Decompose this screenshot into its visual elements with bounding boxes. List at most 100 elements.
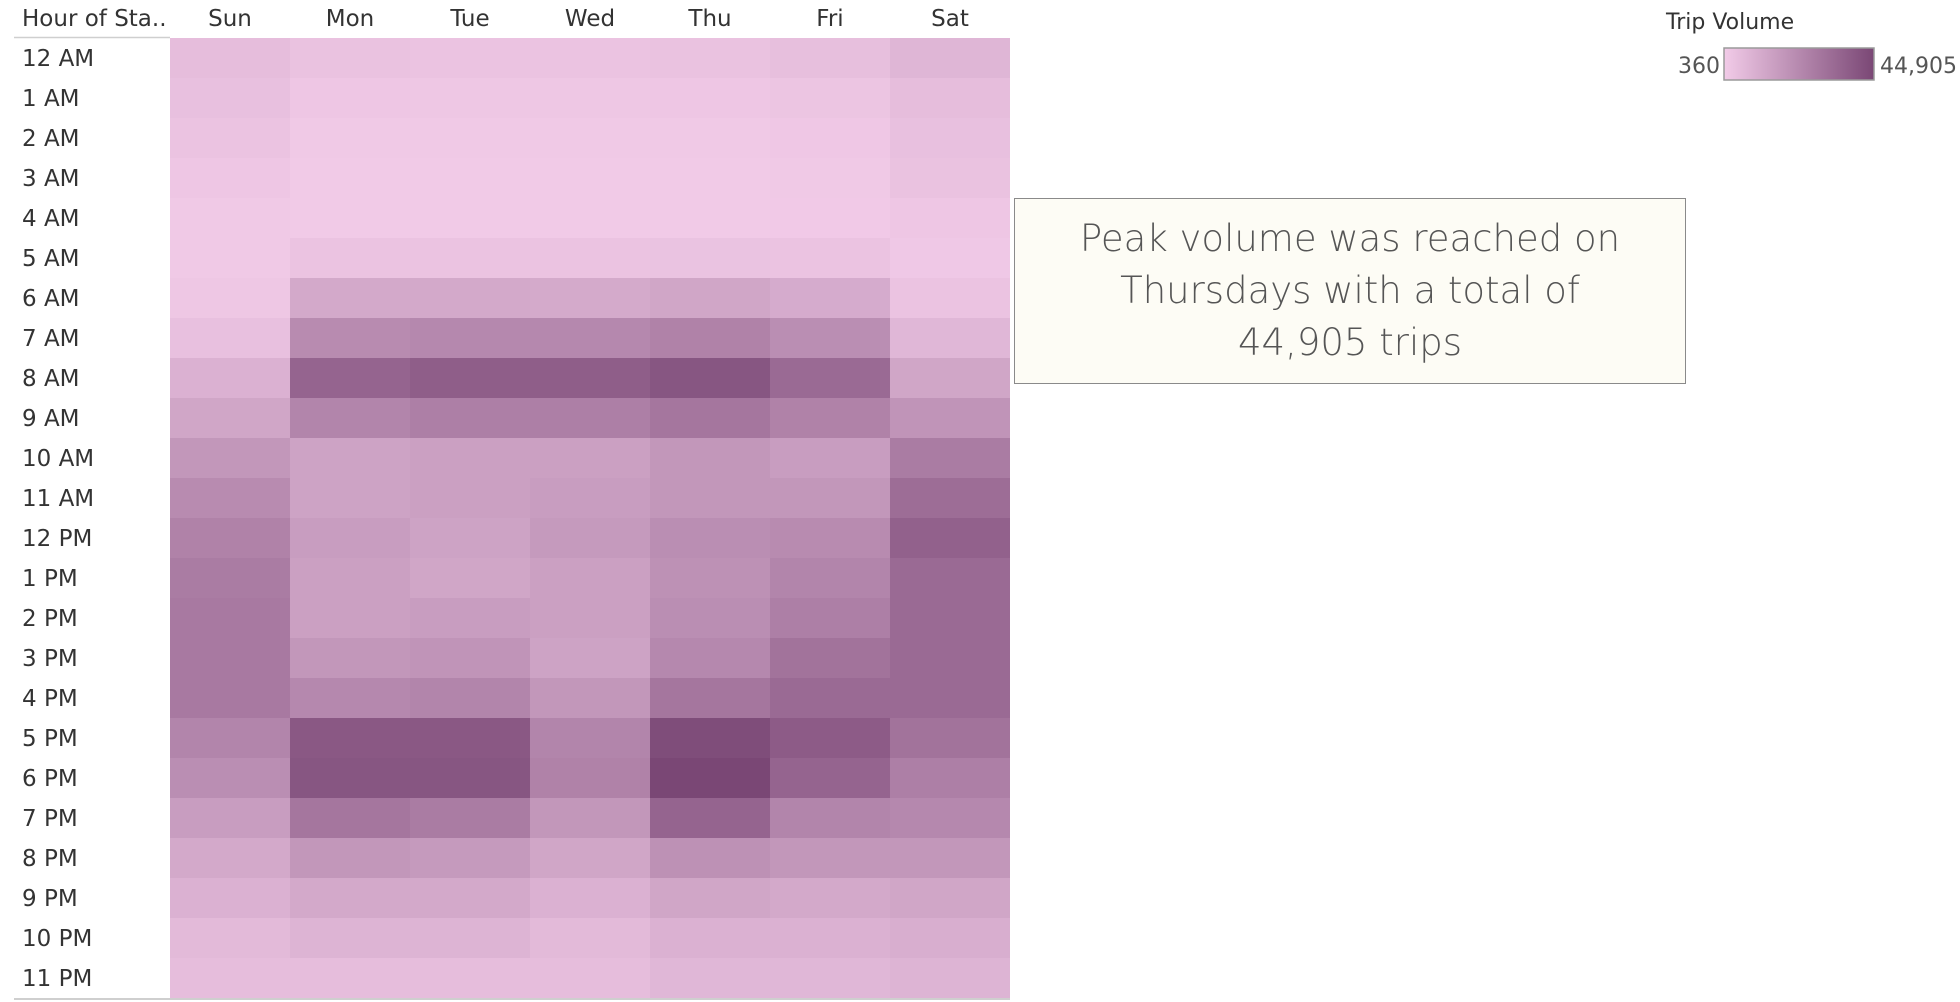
heatmap-cell[interactable]	[650, 38, 770, 78]
heatmap-cell[interactable]	[290, 38, 410, 78]
heatmap-cell[interactable]	[890, 678, 1010, 718]
heatmap-cell[interactable]	[410, 478, 530, 518]
heatmap-cell[interactable]	[410, 278, 530, 318]
heatmap-cell[interactable]	[650, 518, 770, 558]
heatmap-cell[interactable]	[170, 38, 290, 78]
heatmap-cell[interactable]	[290, 278, 410, 318]
heatmap-cell[interactable]	[650, 958, 770, 998]
heatmap-cell[interactable]	[290, 158, 410, 198]
heatmap-cell[interactable]	[170, 238, 290, 278]
heatmap-cell[interactable]	[290, 918, 410, 958]
heatmap-cell[interactable]	[530, 598, 650, 638]
heatmap-cell[interactable]	[410, 678, 530, 718]
heatmap-cell[interactable]	[290, 238, 410, 278]
heatmap-cell[interactable]	[890, 38, 1010, 78]
heatmap-cell[interactable]	[530, 678, 650, 718]
heatmap-cell[interactable]	[650, 478, 770, 518]
heatmap-cell[interactable]	[650, 358, 770, 398]
heatmap-cell[interactable]	[410, 518, 530, 558]
heatmap-cell[interactable]	[650, 118, 770, 158]
heatmap-cell[interactable]	[530, 78, 650, 118]
heatmap-cell[interactable]	[290, 558, 410, 598]
heatmap-cell[interactable]	[770, 478, 890, 518]
heatmap-cell[interactable]	[290, 878, 410, 918]
heatmap-cell[interactable]	[530, 238, 650, 278]
heatmap-cell[interactable]	[410, 838, 530, 878]
heatmap-cell[interactable]	[770, 918, 890, 958]
heatmap-cell[interactable]	[890, 238, 1010, 278]
heatmap-cell[interactable]	[530, 718, 650, 758]
heatmap-cell[interactable]	[770, 438, 890, 478]
heatmap-cell[interactable]	[890, 758, 1010, 798]
heatmap-cell[interactable]	[530, 878, 650, 918]
heatmap-cell[interactable]	[770, 558, 890, 598]
heatmap-cell[interactable]	[770, 78, 890, 118]
heatmap-cell[interactable]	[530, 478, 650, 518]
heatmap-cell[interactable]	[170, 798, 290, 838]
heatmap-cell[interactable]	[890, 958, 1010, 998]
heatmap-cell[interactable]	[890, 878, 1010, 918]
heatmap-cell[interactable]	[410, 758, 530, 798]
heatmap-cell[interactable]	[650, 318, 770, 358]
heatmap-cell[interactable]	[650, 278, 770, 318]
heatmap-cell[interactable]	[770, 598, 890, 638]
heatmap-cell[interactable]	[410, 78, 530, 118]
heatmap-cell[interactable]	[170, 158, 290, 198]
heatmap-cell[interactable]	[650, 718, 770, 758]
heatmap-cell[interactable]	[530, 398, 650, 438]
heatmap-cell[interactable]	[290, 958, 410, 998]
heatmap-cell[interactable]	[410, 438, 530, 478]
heatmap-cell[interactable]	[770, 838, 890, 878]
heatmap-cell[interactable]	[890, 798, 1010, 838]
heatmap-cell[interactable]	[530, 918, 650, 958]
heatmap-cell[interactable]	[650, 238, 770, 278]
heatmap-cell[interactable]	[530, 638, 650, 678]
heatmap-cell[interactable]	[290, 718, 410, 758]
heatmap-cell[interactable]	[650, 878, 770, 918]
heatmap-cell[interactable]	[650, 918, 770, 958]
heatmap-cell[interactable]	[770, 198, 890, 238]
heatmap-cell[interactable]	[170, 478, 290, 518]
heatmap-cell[interactable]	[290, 678, 410, 718]
heatmap-cell[interactable]	[530, 958, 650, 998]
heatmap-cell[interactable]	[290, 638, 410, 678]
heatmap-cell[interactable]	[530, 198, 650, 238]
heatmap-cell[interactable]	[770, 758, 890, 798]
heatmap-cell[interactable]	[290, 838, 410, 878]
heatmap-cell[interactable]	[530, 758, 650, 798]
heatmap-cell[interactable]	[290, 758, 410, 798]
heatmap-cell[interactable]	[410, 918, 530, 958]
heatmap-cell[interactable]	[890, 78, 1010, 118]
heatmap-cell[interactable]	[530, 38, 650, 78]
heatmap-cell[interactable]	[410, 638, 530, 678]
heatmap-cell[interactable]	[890, 478, 1010, 518]
heatmap-cell[interactable]	[170, 958, 290, 998]
heatmap-cell[interactable]	[530, 838, 650, 878]
heatmap-cell[interactable]	[650, 638, 770, 678]
heatmap-cell[interactable]	[530, 438, 650, 478]
heatmap-cell[interactable]	[410, 558, 530, 598]
heatmap-cell[interactable]	[770, 678, 890, 718]
heatmap-cell[interactable]	[650, 678, 770, 718]
heatmap-cell[interactable]	[410, 118, 530, 158]
heatmap-cell[interactable]	[770, 358, 890, 398]
heatmap-cell[interactable]	[290, 398, 410, 438]
heatmap-cell[interactable]	[770, 638, 890, 678]
heatmap-cell[interactable]	[170, 758, 290, 798]
heatmap-cell[interactable]	[890, 598, 1010, 638]
heatmap-cell[interactable]	[530, 278, 650, 318]
heatmap-cell[interactable]	[410, 718, 530, 758]
heatmap-cell[interactable]	[410, 318, 530, 358]
heatmap-cell[interactable]	[290, 798, 410, 838]
heatmap-cell[interactable]	[170, 518, 290, 558]
heatmap-cell[interactable]	[290, 118, 410, 158]
heatmap-cell[interactable]	[650, 198, 770, 238]
heatmap-cell[interactable]	[650, 158, 770, 198]
heatmap-cell[interactable]	[770, 518, 890, 558]
heatmap-cell[interactable]	[530, 158, 650, 198]
heatmap-cell[interactable]	[170, 78, 290, 118]
heatmap-cell[interactable]	[890, 318, 1010, 358]
heatmap-cell[interactable]	[410, 798, 530, 838]
heatmap-cell[interactable]	[890, 918, 1010, 958]
heatmap-cell[interactable]	[650, 78, 770, 118]
